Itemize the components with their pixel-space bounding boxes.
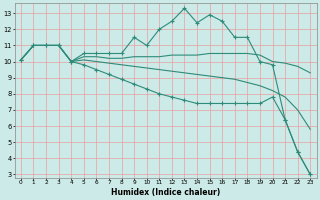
X-axis label: Humidex (Indice chaleur): Humidex (Indice chaleur) <box>111 188 220 197</box>
